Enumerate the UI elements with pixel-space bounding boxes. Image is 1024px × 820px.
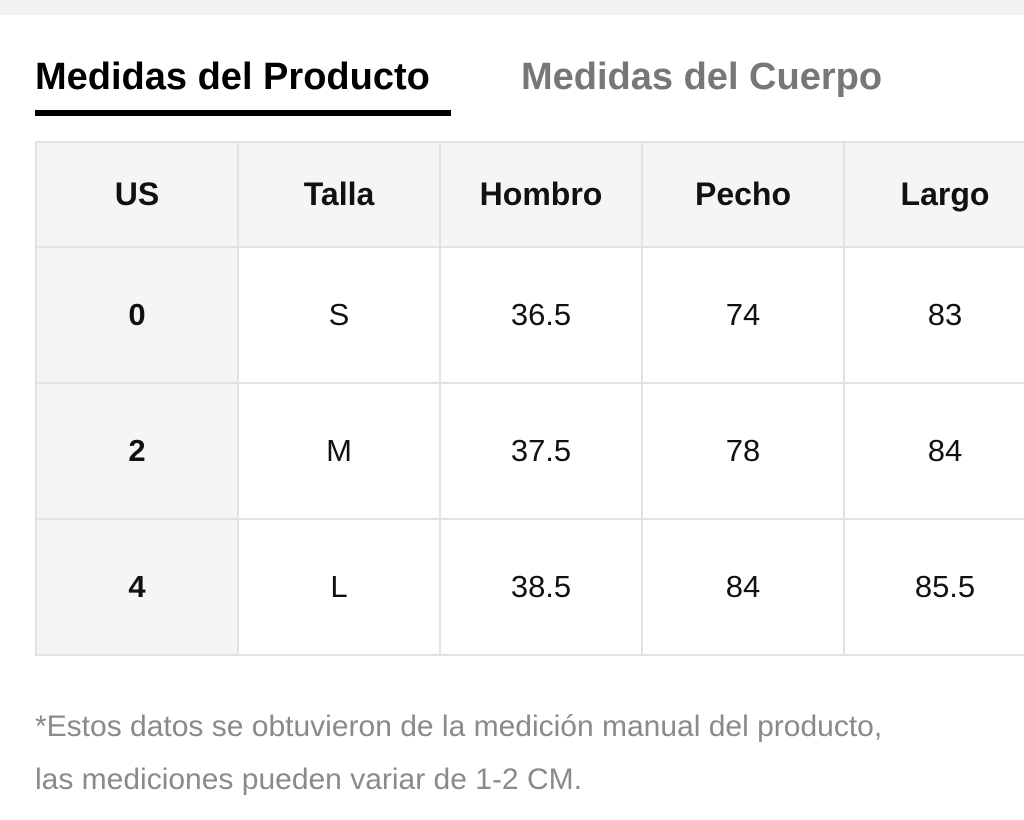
- table-cell: L: [237, 518, 441, 656]
- size-table: US Talla Hombro Pecho Largo 0 S 36.5 74 83 2 M 37.5 7…: [35, 141, 1024, 656]
- table-cell: 2: [35, 382, 239, 520]
- table-cell: 84: [843, 382, 1024, 520]
- table-cell: 74: [641, 246, 845, 384]
- header-cell: Largo: [843, 141, 1024, 248]
- header-cell: Talla: [237, 141, 441, 248]
- tab-active[interactable]: Medidas del Producto: [35, 56, 430, 98]
- table-cell: 37.5: [439, 382, 643, 520]
- table-cell: 83: [843, 246, 1024, 384]
- table-cell: 4: [35, 518, 239, 656]
- table-cell: 36.5: [439, 246, 643, 384]
- table-row: 4 L 38.5 84 85.5: [35, 518, 1024, 656]
- header-row: US Talla Hombro Pecho Largo: [35, 141, 1024, 248]
- header-cell: Pecho: [641, 141, 845, 248]
- table-cell: S: [237, 246, 441, 384]
- table-cell: 0: [35, 246, 239, 384]
- table-cell: 78: [641, 382, 845, 520]
- table-cell: M: [237, 382, 441, 520]
- top-bar: [0, 0, 1024, 15]
- table-cell: 85.5: [843, 518, 1024, 656]
- note: *Estos datos se obtuvieron de la medició…: [35, 700, 882, 806]
- tab[interactable]: Medidas del Cuerpo: [521, 56, 883, 98]
- table-cell: 84: [641, 518, 845, 656]
- note-line: las mediciones pueden variar de 1-2 CM.: [35, 763, 582, 796]
- tab-underline: [35, 110, 451, 116]
- header-cell: US: [35, 141, 239, 248]
- table-row: 2 M 37.5 78 84: [35, 382, 1024, 520]
- note-line: *Estos datos se obtuvieron de la medició…: [35, 710, 883, 743]
- table-container: US Talla Hombro Pecho Largo 0 S 36.5 74 83 2 M 37.5 7…: [35, 141, 1024, 656]
- table-row: 0 S 36.5 74 83: [35, 246, 1024, 384]
- header-cell: Hombro: [439, 141, 643, 248]
- table-cell: 38.5: [439, 518, 643, 656]
